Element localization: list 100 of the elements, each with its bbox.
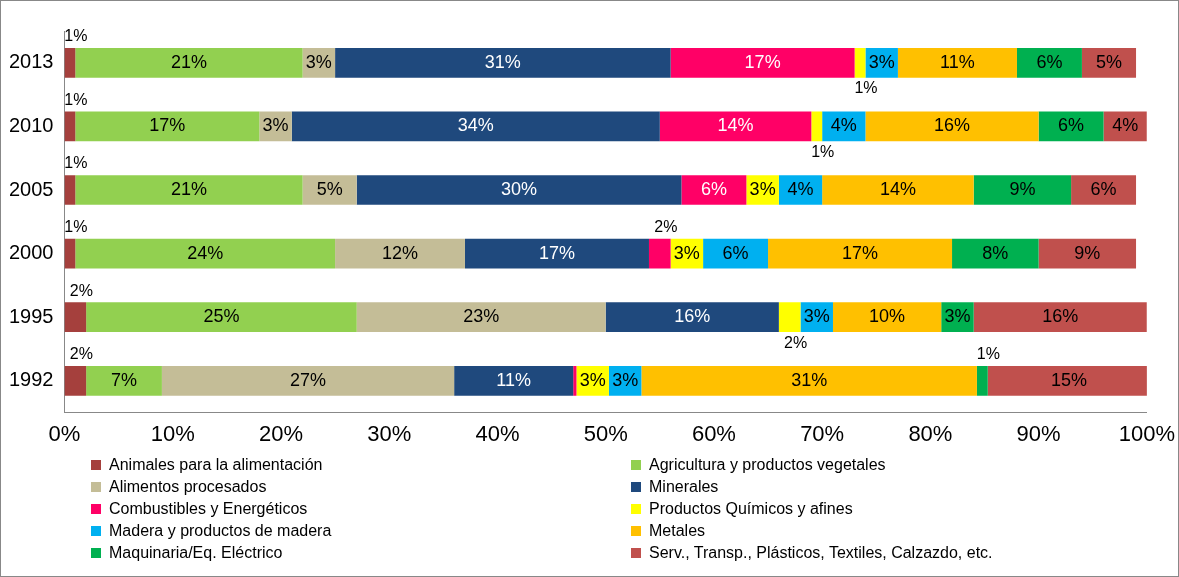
legend-label: Metales bbox=[648, 522, 707, 540]
data-label: 3% bbox=[612, 369, 639, 390]
bar bbox=[973, 175, 1072, 205]
bar bbox=[464, 238, 649, 269]
data-label: 21% bbox=[170, 51, 207, 72]
data-label: 15% bbox=[1050, 369, 1087, 390]
data-label: 24% bbox=[187, 242, 224, 263]
x-tick-label: 90% bbox=[1016, 420, 1061, 446]
bar bbox=[976, 365, 988, 396]
data-label: 4% bbox=[830, 115, 857, 136]
legend-label: Serv., Transp., Plásticos, Textiles, Calzazdo, etc. bbox=[648, 544, 994, 562]
data-label: 17% bbox=[744, 51, 781, 72]
data-label: 6% bbox=[722, 242, 749, 263]
bar bbox=[865, 111, 1039, 142]
data-label: 1% bbox=[976, 345, 1000, 363]
data-label: 4% bbox=[1112, 115, 1139, 136]
x-tick-label: 0% bbox=[48, 420, 81, 446]
bar bbox=[768, 238, 953, 269]
bar bbox=[659, 111, 812, 142]
bar bbox=[64, 365, 87, 396]
data-label: 6% bbox=[1058, 115, 1085, 136]
data-label: 5% bbox=[316, 178, 343, 199]
data-label: 2% bbox=[69, 345, 93, 363]
data-label: 11% bbox=[940, 51, 975, 72]
bar bbox=[75, 47, 303, 78]
data-label: 30% bbox=[501, 178, 538, 199]
legend-label: Minerales bbox=[648, 478, 720, 496]
data-label: 17% bbox=[538, 242, 575, 263]
x-tick-label: 40% bbox=[475, 420, 520, 446]
data-label: 3% bbox=[803, 306, 830, 327]
bar bbox=[64, 111, 76, 142]
bar bbox=[75, 238, 336, 269]
bar bbox=[86, 302, 357, 333]
data-label: 1% bbox=[64, 90, 88, 108]
legend-label: Alimentos procesados bbox=[108, 478, 268, 496]
bar bbox=[605, 302, 779, 333]
bar bbox=[952, 238, 1039, 269]
data-label: 10% bbox=[869, 306, 906, 327]
x-tick-label: 50% bbox=[583, 420, 628, 446]
data-label: 12% bbox=[382, 242, 419, 263]
bar bbox=[335, 47, 671, 78]
bar bbox=[75, 111, 260, 142]
x-tick-label: 60% bbox=[691, 420, 736, 446]
bar bbox=[86, 365, 162, 396]
bar bbox=[356, 175, 682, 205]
data-label: 3% bbox=[579, 369, 606, 390]
data-label: 6% bbox=[1090, 178, 1117, 199]
data-label: 4% bbox=[787, 178, 814, 199]
data-label: 17% bbox=[149, 115, 186, 136]
bar bbox=[64, 302, 87, 333]
x-tick-label: 100% bbox=[1118, 420, 1176, 446]
y-tick-label: 1995 bbox=[8, 304, 54, 327]
data-label: 25% bbox=[203, 306, 240, 327]
data-label: 3% bbox=[673, 242, 700, 263]
y-tick-label: 2005 bbox=[8, 177, 54, 200]
data-label: 27% bbox=[290, 369, 327, 390]
data-label: 11% bbox=[496, 369, 532, 390]
bar bbox=[1038, 238, 1137, 269]
data-label: 2% bbox=[654, 218, 678, 236]
data-label: 23% bbox=[463, 306, 500, 327]
bar bbox=[64, 47, 76, 78]
data-label: 34% bbox=[457, 115, 494, 136]
x-tick-label: 10% bbox=[150, 420, 195, 446]
bar bbox=[778, 302, 801, 333]
data-label: 7% bbox=[111, 369, 138, 390]
legend-label: Agricultura y productos vegetales bbox=[648, 456, 887, 474]
bar bbox=[64, 175, 76, 205]
data-label: 1% bbox=[811, 142, 835, 160]
data-label: 3% bbox=[305, 51, 332, 72]
bar bbox=[161, 365, 455, 396]
data-label: 3% bbox=[262, 115, 289, 136]
bar bbox=[670, 47, 855, 78]
data-label: 16% bbox=[934, 115, 971, 136]
x-tick-label: 20% bbox=[258, 420, 303, 446]
legend-label: Productos Químicos y afines bbox=[648, 500, 854, 518]
data-label: 1% bbox=[64, 27, 88, 45]
data-label: 16% bbox=[1042, 306, 1079, 327]
y-tick-label: 1992 bbox=[8, 368, 54, 391]
data-label: 6% bbox=[700, 178, 727, 199]
bar bbox=[64, 238, 76, 269]
data-label: 14% bbox=[879, 178, 916, 199]
bar bbox=[1071, 175, 1137, 205]
bar bbox=[897, 47, 1017, 78]
bar bbox=[822, 175, 974, 205]
y-tick-label: 2010 bbox=[8, 113, 54, 136]
data-label: 31% bbox=[791, 369, 828, 390]
data-label: 31% bbox=[484, 51, 521, 72]
data-label: 17% bbox=[842, 242, 879, 263]
data-label: 6% bbox=[1036, 51, 1063, 72]
bar bbox=[1016, 47, 1082, 78]
bar bbox=[291, 111, 660, 142]
data-label: 5% bbox=[1095, 51, 1122, 72]
y-tick-label: 2013 bbox=[8, 50, 54, 73]
legend-label: Maquinaria/Eq. Eléctrico bbox=[108, 544, 284, 562]
data-label: 3% bbox=[944, 306, 971, 327]
y-tick-label: 2000 bbox=[8, 241, 54, 264]
bar bbox=[75, 175, 303, 205]
data-label: 9% bbox=[1074, 242, 1101, 263]
data-label: 1% bbox=[64, 218, 88, 236]
bar bbox=[681, 175, 747, 205]
